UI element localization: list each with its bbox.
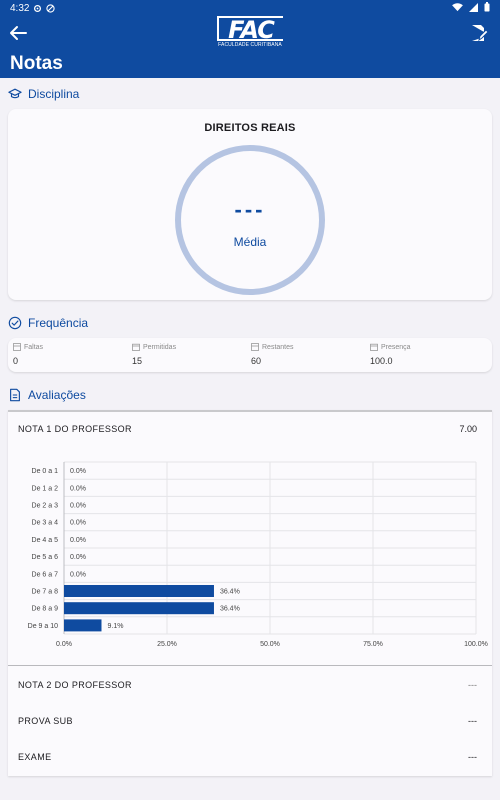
graduation-cap-icon xyxy=(8,88,22,99)
list-icon xyxy=(251,343,259,351)
x-tick-label: 50.0% xyxy=(260,641,280,648)
frequencia-card: Faltas 0 Permitidas 15 Restantes 60 Pres… xyxy=(8,338,492,372)
signal-icon xyxy=(469,2,478,12)
freq-permitidas-value: 15 xyxy=(132,356,143,366)
logo-text: FAC xyxy=(217,16,283,43)
nota-1-label[interactable]: NOTA 1 DO PROFESSOR xyxy=(18,424,132,434)
nota-1-value: 7.00 xyxy=(459,424,477,434)
category-label: De 0 a 1 xyxy=(32,468,59,475)
page-title: Notas xyxy=(10,53,63,74)
bar xyxy=(64,619,102,632)
bar-value-label: 0.0% xyxy=(70,571,86,578)
freq-presenca: Presença 100.0 xyxy=(370,343,411,367)
status-time: 4:32 xyxy=(10,3,30,14)
exame-label[interactable]: EXAME xyxy=(18,752,52,762)
media-value: --- xyxy=(234,197,266,222)
freq-presenca-value: 100.0 xyxy=(370,356,393,366)
category-label: De 4 a 5 xyxy=(32,537,59,544)
freq-permitidas: Permitidas 15 xyxy=(132,343,177,367)
grade-distribution-chart: 0.0% 25.0% 50.0% 75.0% 100.0% De 0 a 1 0.0% De … xyxy=(28,461,488,648)
bar-value-label: 0.0% xyxy=(70,554,86,561)
section-disciplina-title: Disciplina xyxy=(28,87,80,101)
calendar-icon xyxy=(132,343,140,351)
bar-value-label: 9.1% xyxy=(107,623,123,630)
freq-restantes: Restantes 60 xyxy=(251,343,294,366)
bar-value-label: 0.0% xyxy=(70,503,86,510)
prova-sub-label[interactable]: PROVA SUB xyxy=(18,716,73,726)
category-label: De 7 a 8 xyxy=(32,589,59,596)
x-tick-label: 75.0% xyxy=(363,641,383,648)
nota-2-label[interactable]: NOTA 2 DO PROFESSOR xyxy=(18,680,132,690)
exame-value: --- xyxy=(468,752,477,762)
do-not-disturb-icon xyxy=(46,4,56,13)
edit-note-icon[interactable] xyxy=(470,24,488,42)
x-tick-label: 100.0% xyxy=(464,641,488,648)
freq-faltas-value: 0 xyxy=(13,356,19,366)
section-avaliacoes-title: Avaliações xyxy=(28,388,86,402)
category-label: De 6 a 7 xyxy=(32,571,59,578)
freq-permitidas-label: Permitidas xyxy=(143,343,177,351)
status-bar-right xyxy=(452,2,490,12)
bar-value-label: 0.0% xyxy=(70,537,86,544)
category-label: De 5 a 6 xyxy=(32,554,59,561)
freq-faltas: Faltas 0 xyxy=(13,343,43,366)
disciplina-card: DIREITOS REAIS --- Média xyxy=(8,109,492,300)
logo-subtitle: FACULDADE CURITIBANA xyxy=(218,42,282,48)
section-avaliacoes-header: Avaliações xyxy=(8,388,86,402)
category-label: De 3 a 4 xyxy=(32,520,59,527)
section-frequencia-title: Frequência xyxy=(28,316,89,330)
battery-icon xyxy=(484,2,490,12)
nota-2-value: --- xyxy=(468,680,477,690)
freq-restantes-label: Restantes xyxy=(262,343,294,351)
freq-faltas-label: Faltas xyxy=(24,343,44,351)
back-arrow-icon[interactable] xyxy=(8,24,28,42)
status-bar-left: 4:32 xyxy=(10,3,56,14)
avaliacoes-card: NOTA 1 DO PROFESSOR 7.00 0.0% 25.0% 50.0% 7… xyxy=(8,410,492,776)
category-label: De 9 a 10 xyxy=(28,623,58,630)
document-icon xyxy=(10,388,20,402)
bar xyxy=(64,602,214,615)
calendar-icon xyxy=(370,343,378,351)
section-disciplina-header: Disciplina xyxy=(8,87,79,101)
card-top-border xyxy=(8,410,492,412)
disciplina-name: DIREITOS REAIS xyxy=(204,122,296,134)
bar-value-label: 0.0% xyxy=(70,520,86,527)
bar-value-label: 0.0% xyxy=(70,468,86,475)
wifi-icon xyxy=(452,2,463,11)
divider xyxy=(8,665,492,666)
bar-value-label: 36.4% xyxy=(220,589,240,596)
section-frequencia-header: Frequência xyxy=(8,316,88,330)
bar xyxy=(64,585,214,597)
fac-logo: FAC FACULDADE CURITIBANA xyxy=(217,16,283,49)
check-circle-icon xyxy=(8,316,22,330)
settings-icon xyxy=(34,4,42,13)
app-bar: 4:32 FAC FACULDADE CURITIBANA Notas xyxy=(0,0,500,78)
freq-presenca-label: Presença xyxy=(381,343,411,351)
bar-value-label: 0.0% xyxy=(70,485,86,492)
x-tick-label: 0.0% xyxy=(56,641,72,648)
category-label: De 8 a 9 xyxy=(32,606,59,613)
prova-sub-value: --- xyxy=(468,716,477,726)
media-ring xyxy=(175,145,325,295)
x-tick-label: 25.0% xyxy=(157,641,177,648)
media-label: Média xyxy=(233,235,267,249)
freq-restantes-value: 60 xyxy=(251,356,262,366)
bar-value-label: 36.4% xyxy=(220,606,240,613)
list-icon xyxy=(13,343,21,351)
category-label: De 1 a 2 xyxy=(32,485,59,492)
category-label: De 2 a 3 xyxy=(32,503,59,510)
